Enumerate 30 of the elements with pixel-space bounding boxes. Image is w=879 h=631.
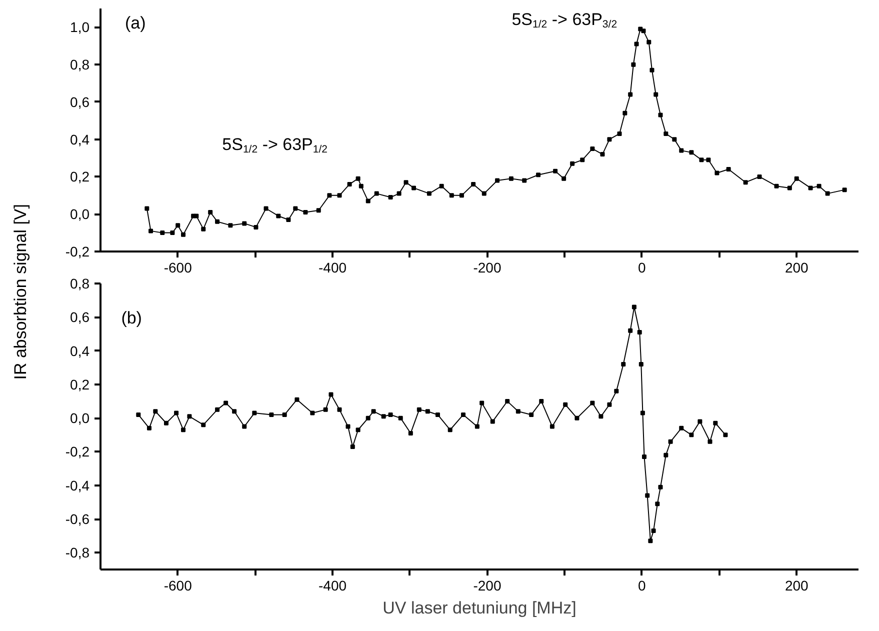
x-tick-label: 0 xyxy=(638,260,646,276)
y-tick-label: 0,4 xyxy=(70,342,90,359)
y-tick-label: -0,2 xyxy=(65,444,90,460)
x-tick-label: 200 xyxy=(784,578,809,594)
y-tick-label: 0,6 xyxy=(70,309,90,326)
x-tick-label: -600 xyxy=(164,260,192,276)
y-tick-label: -0,8 xyxy=(65,544,90,561)
y-tick-label: 0,0 xyxy=(70,410,90,426)
x-tick-label: -200 xyxy=(473,578,502,594)
y-tick-label: 0,0 xyxy=(70,206,90,222)
y-axis-title: IR absorbtion signal [V] xyxy=(11,204,30,380)
y-tick-label: -0,6 xyxy=(65,511,90,528)
x-tick-label: -400 xyxy=(318,578,347,594)
y-tick-label: 0,8 xyxy=(70,276,90,292)
x-axis-title: UV laser detuniung [MHz] xyxy=(382,598,576,618)
x-tick-label: -600 xyxy=(164,578,192,594)
y-tick-label: 0,4 xyxy=(70,131,90,148)
x-tick-label: 200 xyxy=(784,260,809,276)
y-tick-label: 1,0 xyxy=(70,19,90,36)
annotation: (b) xyxy=(121,308,142,328)
y-tick-label: 0,2 xyxy=(70,376,90,392)
y-tick-label: 0,8 xyxy=(70,56,90,73)
x-tick-label: -400 xyxy=(318,260,347,276)
x-tick-label: 0 xyxy=(638,578,646,594)
x-tick-label: -200 xyxy=(473,260,502,276)
y-tick-label: -0,4 xyxy=(65,477,90,494)
annotation: (a) xyxy=(124,14,146,33)
y-tick-label: 0,6 xyxy=(70,94,90,110)
y-tick-label: -0,2 xyxy=(65,244,90,260)
y-tick-label: 0,2 xyxy=(70,168,90,185)
